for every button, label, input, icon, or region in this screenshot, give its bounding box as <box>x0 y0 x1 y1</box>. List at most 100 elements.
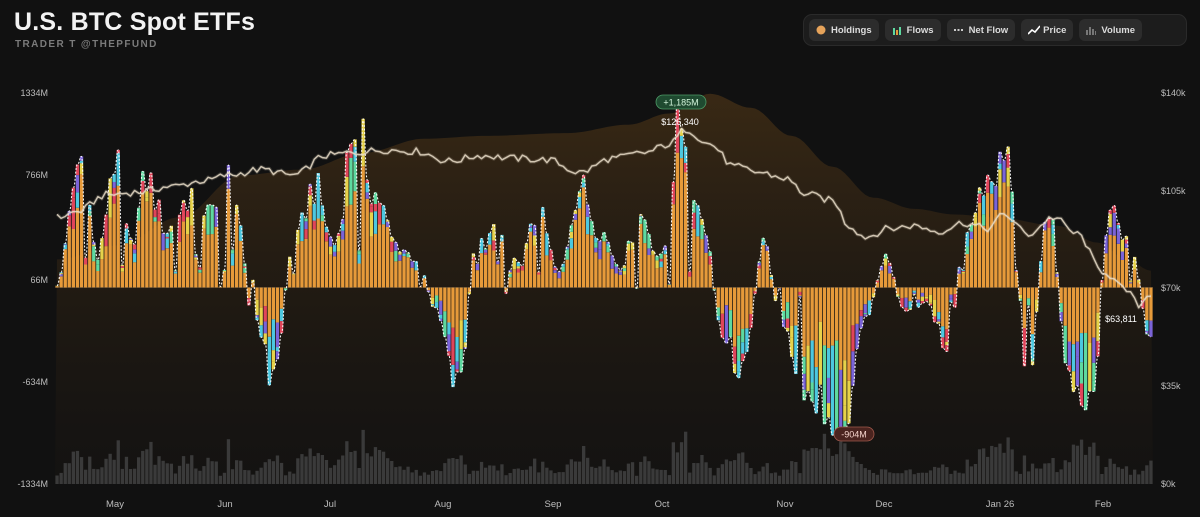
flow-bar-segment <box>230 253 235 266</box>
flow-bar-segment <box>659 258 663 262</box>
flow-bar-segment <box>67 226 71 288</box>
flow-bar-segment <box>386 221 390 228</box>
volume-bar <box>96 469 100 484</box>
flow-bar-segment <box>177 214 182 242</box>
flow-bar <box>398 251 402 288</box>
volume-bar <box>492 465 496 484</box>
flow-bar-segment <box>312 229 316 288</box>
flow-bar-segment <box>888 265 892 274</box>
flow-bar-segment <box>528 231 533 288</box>
net-flow-toggle-button[interactable]: Net Flow <box>946 19 1016 41</box>
volume-bar <box>1075 445 1080 484</box>
flow-bar-segment <box>843 420 847 430</box>
flow-bar <box>1051 219 1055 288</box>
flow-bar-segment <box>190 225 194 288</box>
flow-bar-segment <box>88 205 92 209</box>
flow-bar-segment <box>965 246 969 255</box>
volume-bar <box>373 447 378 484</box>
flow-bar-segment <box>1124 236 1129 240</box>
flow-bar-segment <box>814 367 818 414</box>
holdings-toggle-button[interactable]: Holdings <box>809 19 879 41</box>
flow-bar-segment <box>790 326 794 338</box>
volume-bar <box>1051 458 1055 484</box>
flow-bar-segment <box>1108 234 1112 288</box>
flow-bar-segment <box>990 181 994 194</box>
flow-bar-segment <box>386 220 390 222</box>
flow-bar-segment <box>904 297 908 308</box>
flow-bar-segment <box>728 310 733 338</box>
flow-bar-segment <box>920 296 924 301</box>
flow-bar-segment <box>757 268 761 288</box>
flow-bar-segment <box>1018 298 1022 301</box>
flow-bar-segment <box>459 349 463 373</box>
flow-bar <box>586 204 590 288</box>
volume-bar <box>267 459 271 484</box>
flow-bar-segment <box>704 235 708 253</box>
flow-bar <box>239 225 243 288</box>
flow-bar <box>782 287 786 327</box>
flow-bar-segment <box>406 252 410 254</box>
flow-bar <box>655 256 659 288</box>
flow-bar-segment <box>957 268 961 270</box>
flow-bar <box>451 287 455 388</box>
flow-bar-segment <box>353 139 357 147</box>
flow-bar-segment <box>859 287 863 311</box>
flow-bar-segment <box>965 254 969 288</box>
flow-bar-segment <box>786 287 790 303</box>
flow-bar <box>292 273 296 288</box>
flow-bar <box>598 241 602 288</box>
flow-bar-segment <box>928 287 933 295</box>
flow-bar-segment <box>545 255 549 288</box>
flow-bar-segment <box>161 250 165 288</box>
flow-bar <box>1075 287 1080 386</box>
flow-bar-segment <box>1079 362 1084 384</box>
volume-bar <box>165 463 169 484</box>
flow-bar-segment <box>369 236 373 288</box>
flows-toggle-button[interactable]: Flows <box>884 19 941 41</box>
volume-toggle-button[interactable]: Volume <box>1079 19 1143 41</box>
flow-bar-segment <box>194 254 198 256</box>
volume-bar <box>1120 468 1124 484</box>
flow-bar-segment <box>794 287 798 326</box>
flow-bar-segment <box>1051 219 1055 225</box>
volume-bar <box>447 458 451 484</box>
volume-bar <box>659 469 663 484</box>
flow-bar-segment <box>937 312 941 320</box>
flow-bar-segment <box>949 300 953 303</box>
volume-bar <box>496 470 500 484</box>
flow-bar <box>606 241 610 288</box>
flow-bar-segment <box>859 316 863 329</box>
volume-bars <box>55 429 1153 484</box>
flow-bar-segment <box>818 287 822 322</box>
flow-bar-segment <box>577 191 582 193</box>
volume-bar <box>1137 474 1141 484</box>
flow-bar-segment <box>255 287 259 300</box>
flow-bar-segment <box>357 254 361 264</box>
flow-bar-segment <box>945 287 949 330</box>
flow-bar <box>814 287 818 414</box>
volume-bar <box>357 468 361 484</box>
flow-bar-segment <box>300 241 304 288</box>
flow-bar <box>59 272 63 288</box>
flow-bar-segment <box>500 241 504 288</box>
volume-bar <box>684 431 688 484</box>
volume-bar <box>1006 437 1010 484</box>
flow-bar-segment <box>720 313 724 338</box>
flow-bar <box>157 199 161 288</box>
flow-bar <box>341 219 345 288</box>
flow-bar-segment <box>116 185 120 288</box>
left-tick-label: 766M <box>25 170 48 180</box>
price-toggle-button[interactable]: Price <box>1021 19 1074 41</box>
flow-bar <box>986 175 990 288</box>
flow-bar <box>961 269 965 288</box>
flow-bar-segment <box>394 242 398 248</box>
flow-bar-segment <box>426 287 431 291</box>
flow-bar-segment <box>618 274 622 288</box>
flow-bar-segment <box>463 287 467 320</box>
flow-bar-segment <box>684 172 688 288</box>
flow-bar-segment <box>1055 273 1059 277</box>
flow-bar <box>545 233 549 288</box>
flow-bar-segment <box>198 272 202 288</box>
flow-bar-segment <box>426 290 431 292</box>
flow-bar-segment <box>594 252 598 288</box>
